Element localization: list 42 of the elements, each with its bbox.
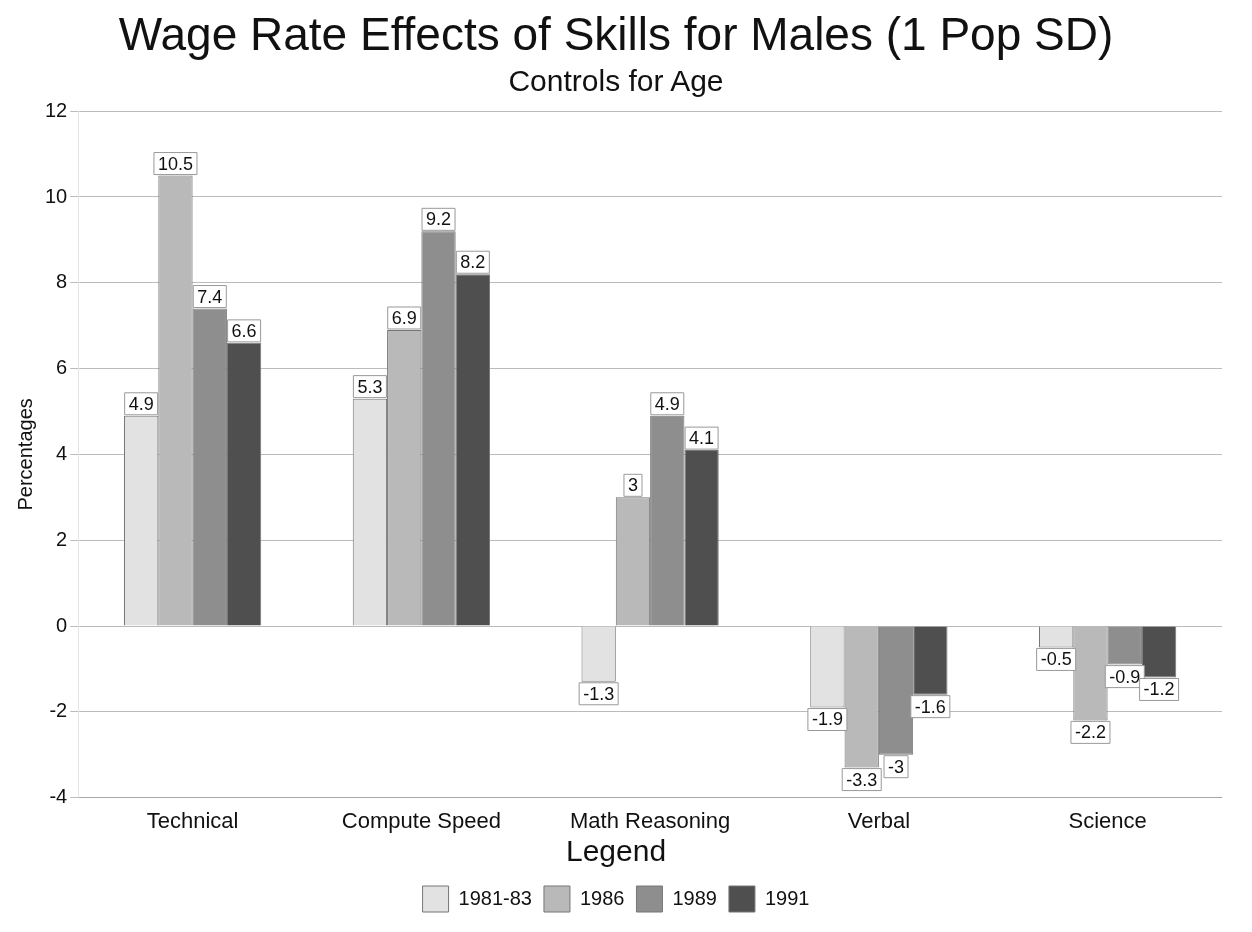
data-label: -2.2 — [1074, 722, 1106, 743]
data-label: 8.2 — [460, 252, 486, 273]
legend-label: 1981-83 — [458, 886, 532, 909]
data-label: 7.4 — [197, 286, 223, 307]
data-label: -1.2 — [1143, 679, 1175, 700]
data-label: -3 — [888, 756, 905, 777]
y-tick-label: 6 — [56, 356, 68, 379]
chart-subtitle: Controls for Age — [508, 64, 724, 98]
data-label: -1.6 — [914, 696, 946, 717]
y-tick-label: 12 — [45, 98, 68, 121]
data-label: -3.3 — [846, 769, 878, 790]
x-tick-label: Verbal — [847, 807, 911, 833]
x-tick-label: Technical — [146, 807, 239, 833]
legend-title: Legend — [565, 834, 667, 868]
data-label: 6.6 — [231, 320, 257, 341]
data-label: 5.3 — [357, 376, 383, 397]
data-label: 4.9 — [654, 393, 680, 414]
y-tick-label: 8 — [56, 270, 68, 293]
x-tick-label: Math Reasoning — [570, 807, 731, 833]
y-tick-label: 4 — [56, 441, 68, 464]
data-label: 4.9 — [128, 393, 154, 414]
data-label: 6.9 — [391, 307, 417, 328]
x-tick-label: Compute Speed — [341, 807, 501, 833]
y-tick-label: 0 — [56, 613, 68, 636]
chart-title: Wage Rate Effects of Skills for Males (1 Pop SD) — [118, 8, 1114, 61]
x-tick-label: Science — [1068, 807, 1147, 833]
data-label: 9.2 — [426, 209, 452, 230]
y-axis-title: Percentages — [13, 398, 36, 511]
data-label: 4.1 — [689, 428, 715, 449]
data-label: -1.9 — [811, 709, 843, 730]
legend-label: 1989 — [672, 886, 717, 909]
data-label: -0.5 — [1040, 649, 1072, 670]
data-label: -1.3 — [583, 683, 615, 704]
legend-label: 1986 — [579, 886, 625, 909]
y-tick-label: -4 — [49, 785, 68, 808]
data-label: 3 — [627, 475, 638, 496]
y-tick-label: -2 — [49, 699, 68, 722]
legend-label: 1991 — [764, 886, 810, 909]
data-label: -0.9 — [1109, 666, 1141, 687]
data-label: 10.5 — [157, 153, 193, 174]
y-tick-label: 10 — [45, 184, 68, 207]
y-tick-label: 2 — [56, 527, 68, 550]
